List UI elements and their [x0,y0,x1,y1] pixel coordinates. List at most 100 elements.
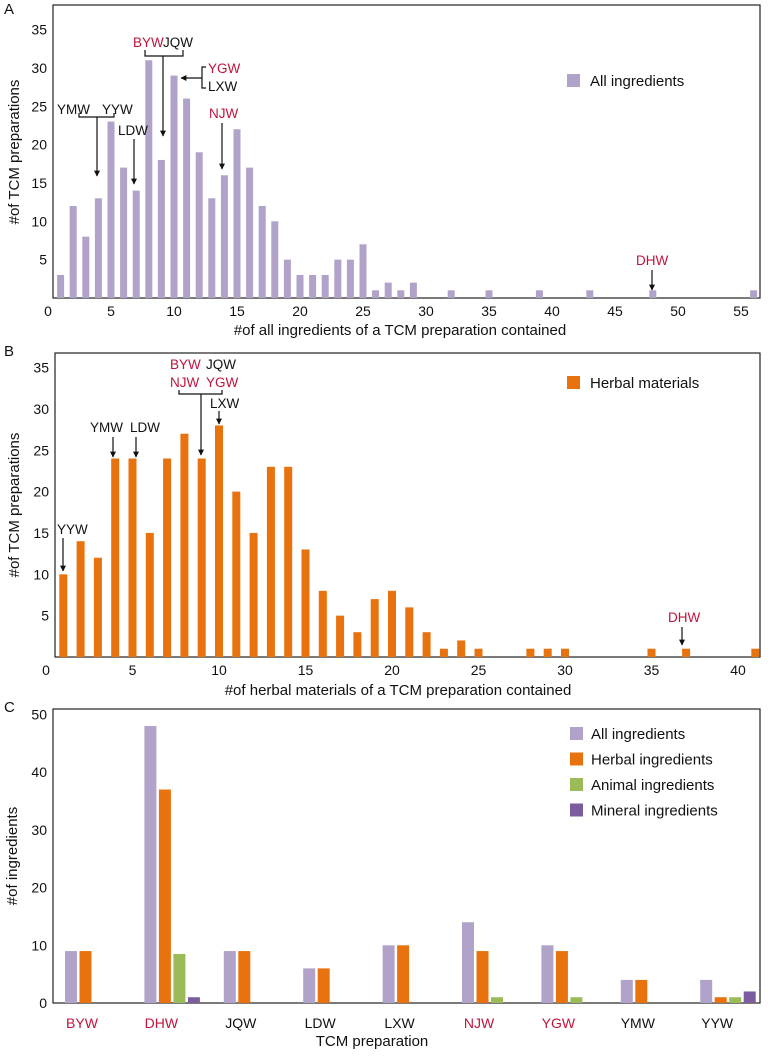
panel-a-legend-label: All ingredients [590,73,684,90]
y-tick-label: 30 [31,822,47,838]
bar [296,274,304,298]
bar [388,590,396,657]
bar [635,979,648,1003]
bar [439,648,448,657]
panel-c-legend: All ingredients Herbal ingredients Animal … [570,726,718,820]
bar [370,599,379,657]
x-tick-label: 40 [544,303,560,319]
x-tick-label: 20 [384,662,400,678]
x-tick-label: 45 [607,303,623,319]
annotation-ymw: YMW [90,420,123,435]
bar [372,290,380,298]
y-tick-label: 20 [33,484,49,500]
bar [491,997,503,1003]
annotation-ygw: YGW [206,375,239,390]
bar [158,789,171,1003]
y-tick-label: 10 [31,937,47,953]
legend-label: Herbal ingredients [591,752,713,769]
bar [336,615,345,657]
bar [173,953,186,1003]
bar [570,997,583,1003]
bar [145,532,154,657]
bar [397,290,405,298]
x-category-label: JQW [225,1015,257,1031]
x-tick-label: 25 [355,303,371,319]
bar [620,979,633,1003]
bar [163,458,172,657]
bar [751,648,760,657]
annotation-dhw: DHW [668,610,700,625]
y-tick-label: 10 [33,566,49,582]
annotation-lxw: LXW [208,79,238,94]
bar [462,922,474,1003]
bar [321,274,329,298]
x-tick-label: 50 [670,303,686,319]
bar [144,726,157,1003]
bar [157,159,165,298]
x-tick-label: 0 [44,303,52,319]
bar [485,290,493,298]
bar [301,549,310,657]
bar [111,458,120,657]
y-tick-label: 40 [31,764,47,780]
annotation-jqw: JQW [163,35,193,50]
bar [132,190,140,298]
panel-a-plot: 5 10 15 20 25 30 35 0 5 10 15 20 25 30 35 40 45 50 55 [31,22,758,319]
y-tick-label: 5 [41,608,49,624]
bar [682,648,691,657]
legend-label: Animal ingredients [591,777,714,794]
y-tick-label: 25 [33,442,49,458]
y-tick-label: 15 [33,525,49,541]
bar [59,574,68,657]
annotation-byw-jqw-arrow [144,50,184,136]
bar [353,632,362,657]
bar [232,491,241,657]
bar [238,951,251,1003]
bar [526,648,535,657]
x-tick-label: 30 [557,662,573,678]
bar [535,290,543,298]
bar [170,75,178,298]
bar [180,433,189,657]
panel-letter-b: B [4,343,14,360]
bar [476,951,489,1003]
bar [82,236,90,298]
panel-letter-c: C [4,699,15,716]
x-tick-label: 15 [298,662,314,678]
x-tick-label: 0 [42,662,50,678]
bar [220,175,228,298]
bar [555,951,568,1003]
bar [79,951,92,1003]
bar [303,968,316,1003]
bar [57,274,65,298]
bar [208,198,216,298]
y-tick-label: 35 [33,360,49,376]
bar [422,632,431,657]
bar [197,458,206,657]
bar [233,129,241,298]
bar [65,951,77,1003]
annotation-ldw: LDW [130,420,160,435]
bar [397,945,410,1003]
panel-a-legend-swatch [567,74,580,87]
annotation-lxw: LXW [210,396,240,411]
legend-label: Mineral ingredients [591,803,718,820]
bar [743,991,756,1003]
bar [346,259,354,298]
bar [543,648,552,657]
y-tick-label: 30 [31,60,47,76]
x-tick-label: 35 [644,662,660,678]
annotation-ymw: YMW [57,102,90,117]
panel-b-legend-swatch [567,376,580,389]
annotation-ygw: YGW [208,61,241,76]
x-category-label: BYW [66,1015,99,1031]
bar [93,557,102,657]
x-tick-label: 20 [292,303,308,319]
x-tick-label: 10 [211,662,227,678]
annotation-njw: NJW [209,106,238,121]
y-tick-label: 20 [31,137,47,153]
annotation-jqw: JQW [206,357,236,372]
annotation-njw: NJW [170,375,199,390]
x-category-label: NJW [464,1015,495,1031]
y-tick-label: 30 [33,401,49,417]
